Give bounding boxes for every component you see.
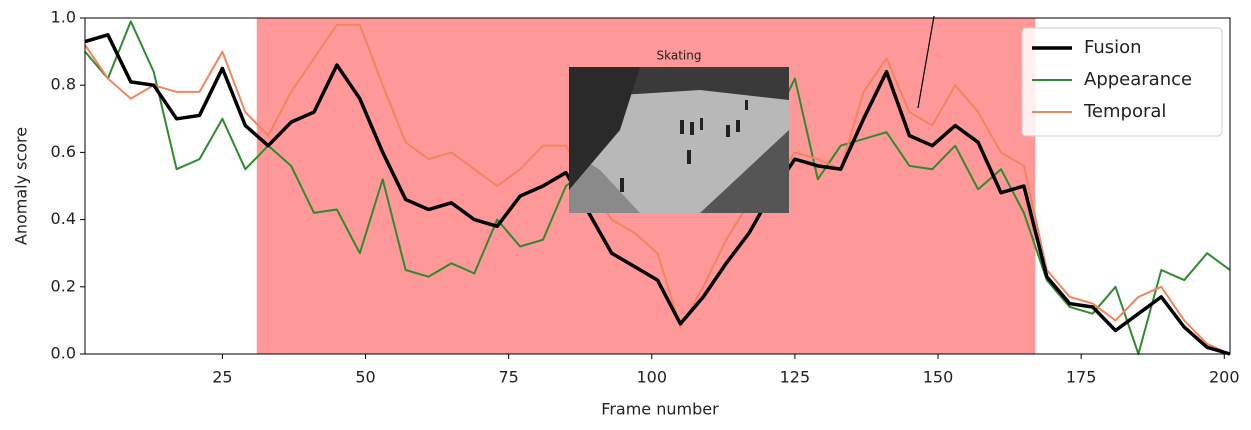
- x-axis-label: Frame number: [601, 400, 719, 419]
- y-tick-label: 0.0: [51, 344, 76, 363]
- y-tick-label: 0.8: [51, 75, 76, 94]
- legend: Fusion Appearance Temporal: [1022, 28, 1222, 136]
- y-tick-label: 0.2: [51, 276, 76, 295]
- chart: Skating Frame number Anomaly score Fusio…: [0, 0, 1251, 426]
- legend-label: Fusion: [1084, 37, 1142, 58]
- x-tick-label: 100: [637, 368, 668, 387]
- legend-label: Temporal: [1083, 101, 1166, 122]
- legend-label: Appearance: [1084, 69, 1192, 90]
- x-tick-label: 125: [780, 368, 811, 387]
- x-tick-label: 200: [1209, 368, 1240, 387]
- x-tick-label: 50: [355, 368, 375, 387]
- x-tick-label: 75: [498, 368, 518, 387]
- inset-image: [569, 67, 789, 213]
- y-axis-label: Anomaly score: [12, 127, 31, 245]
- x-tick-label: 150: [923, 368, 954, 387]
- x-tick-label: 175: [1066, 368, 1097, 387]
- y-tick-label: 1.0: [51, 8, 76, 27]
- y-tick-label: 0.4: [51, 209, 76, 228]
- x-tick-label: 25: [212, 368, 232, 387]
- annotation: Skating: [657, 49, 702, 63]
- y-tick-label: 0.6: [51, 142, 76, 161]
